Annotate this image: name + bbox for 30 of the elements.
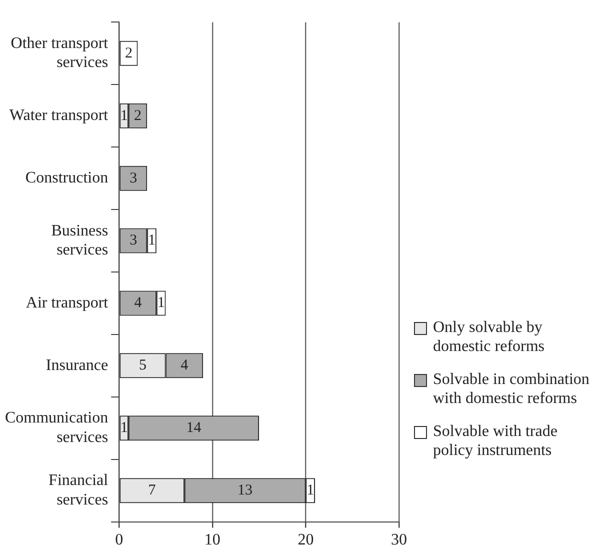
y-tick-label: Financial services bbox=[48, 472, 109, 508]
data-label: 3 bbox=[130, 170, 138, 186]
data-label: 2 bbox=[124, 45, 132, 62]
y-tick-label: Other transport services bbox=[10, 35, 109, 72]
x-tick-label: 0 bbox=[115, 532, 124, 549]
data-label: 3 bbox=[130, 232, 138, 249]
text: Solvable with trade policy instruments bbox=[433, 422, 558, 460]
data-label: 1 bbox=[120, 108, 128, 124]
data-label: 1 bbox=[148, 232, 156, 249]
data-label: 1 bbox=[157, 295, 165, 312]
data-label: 13 bbox=[238, 482, 253, 499]
x-tick-label: 10 bbox=[204, 532, 220, 549]
data-label: 1 bbox=[120, 420, 128, 436]
data-label: 1 bbox=[306, 482, 314, 499]
x-tick-label: 20 bbox=[298, 532, 314, 549]
data-label: 14 bbox=[186, 420, 202, 436]
y-tick-label: Construction bbox=[25, 170, 108, 187]
legend-label: Only solvable by domestic reforms bbox=[433, 318, 546, 356]
x-tick-label: 30 bbox=[391, 532, 407, 549]
data-label: 7 bbox=[148, 482, 156, 499]
y-tick-label: Water transport bbox=[9, 107, 109, 124]
data-label: 4 bbox=[180, 358, 189, 374]
y-tick-label: Insurance bbox=[46, 356, 108, 374]
y-tick-label: Communication services bbox=[4, 410, 108, 446]
data-label: 4 bbox=[134, 295, 142, 312]
y-tick-label: Business services bbox=[51, 222, 108, 259]
data-label: 2 bbox=[134, 108, 142, 124]
y-tick-label: Air transport bbox=[26, 294, 109, 312]
data-label: 5 bbox=[138, 358, 146, 374]
legend-label: Solvable in combination with domestic reforms bbox=[433, 370, 590, 408]
